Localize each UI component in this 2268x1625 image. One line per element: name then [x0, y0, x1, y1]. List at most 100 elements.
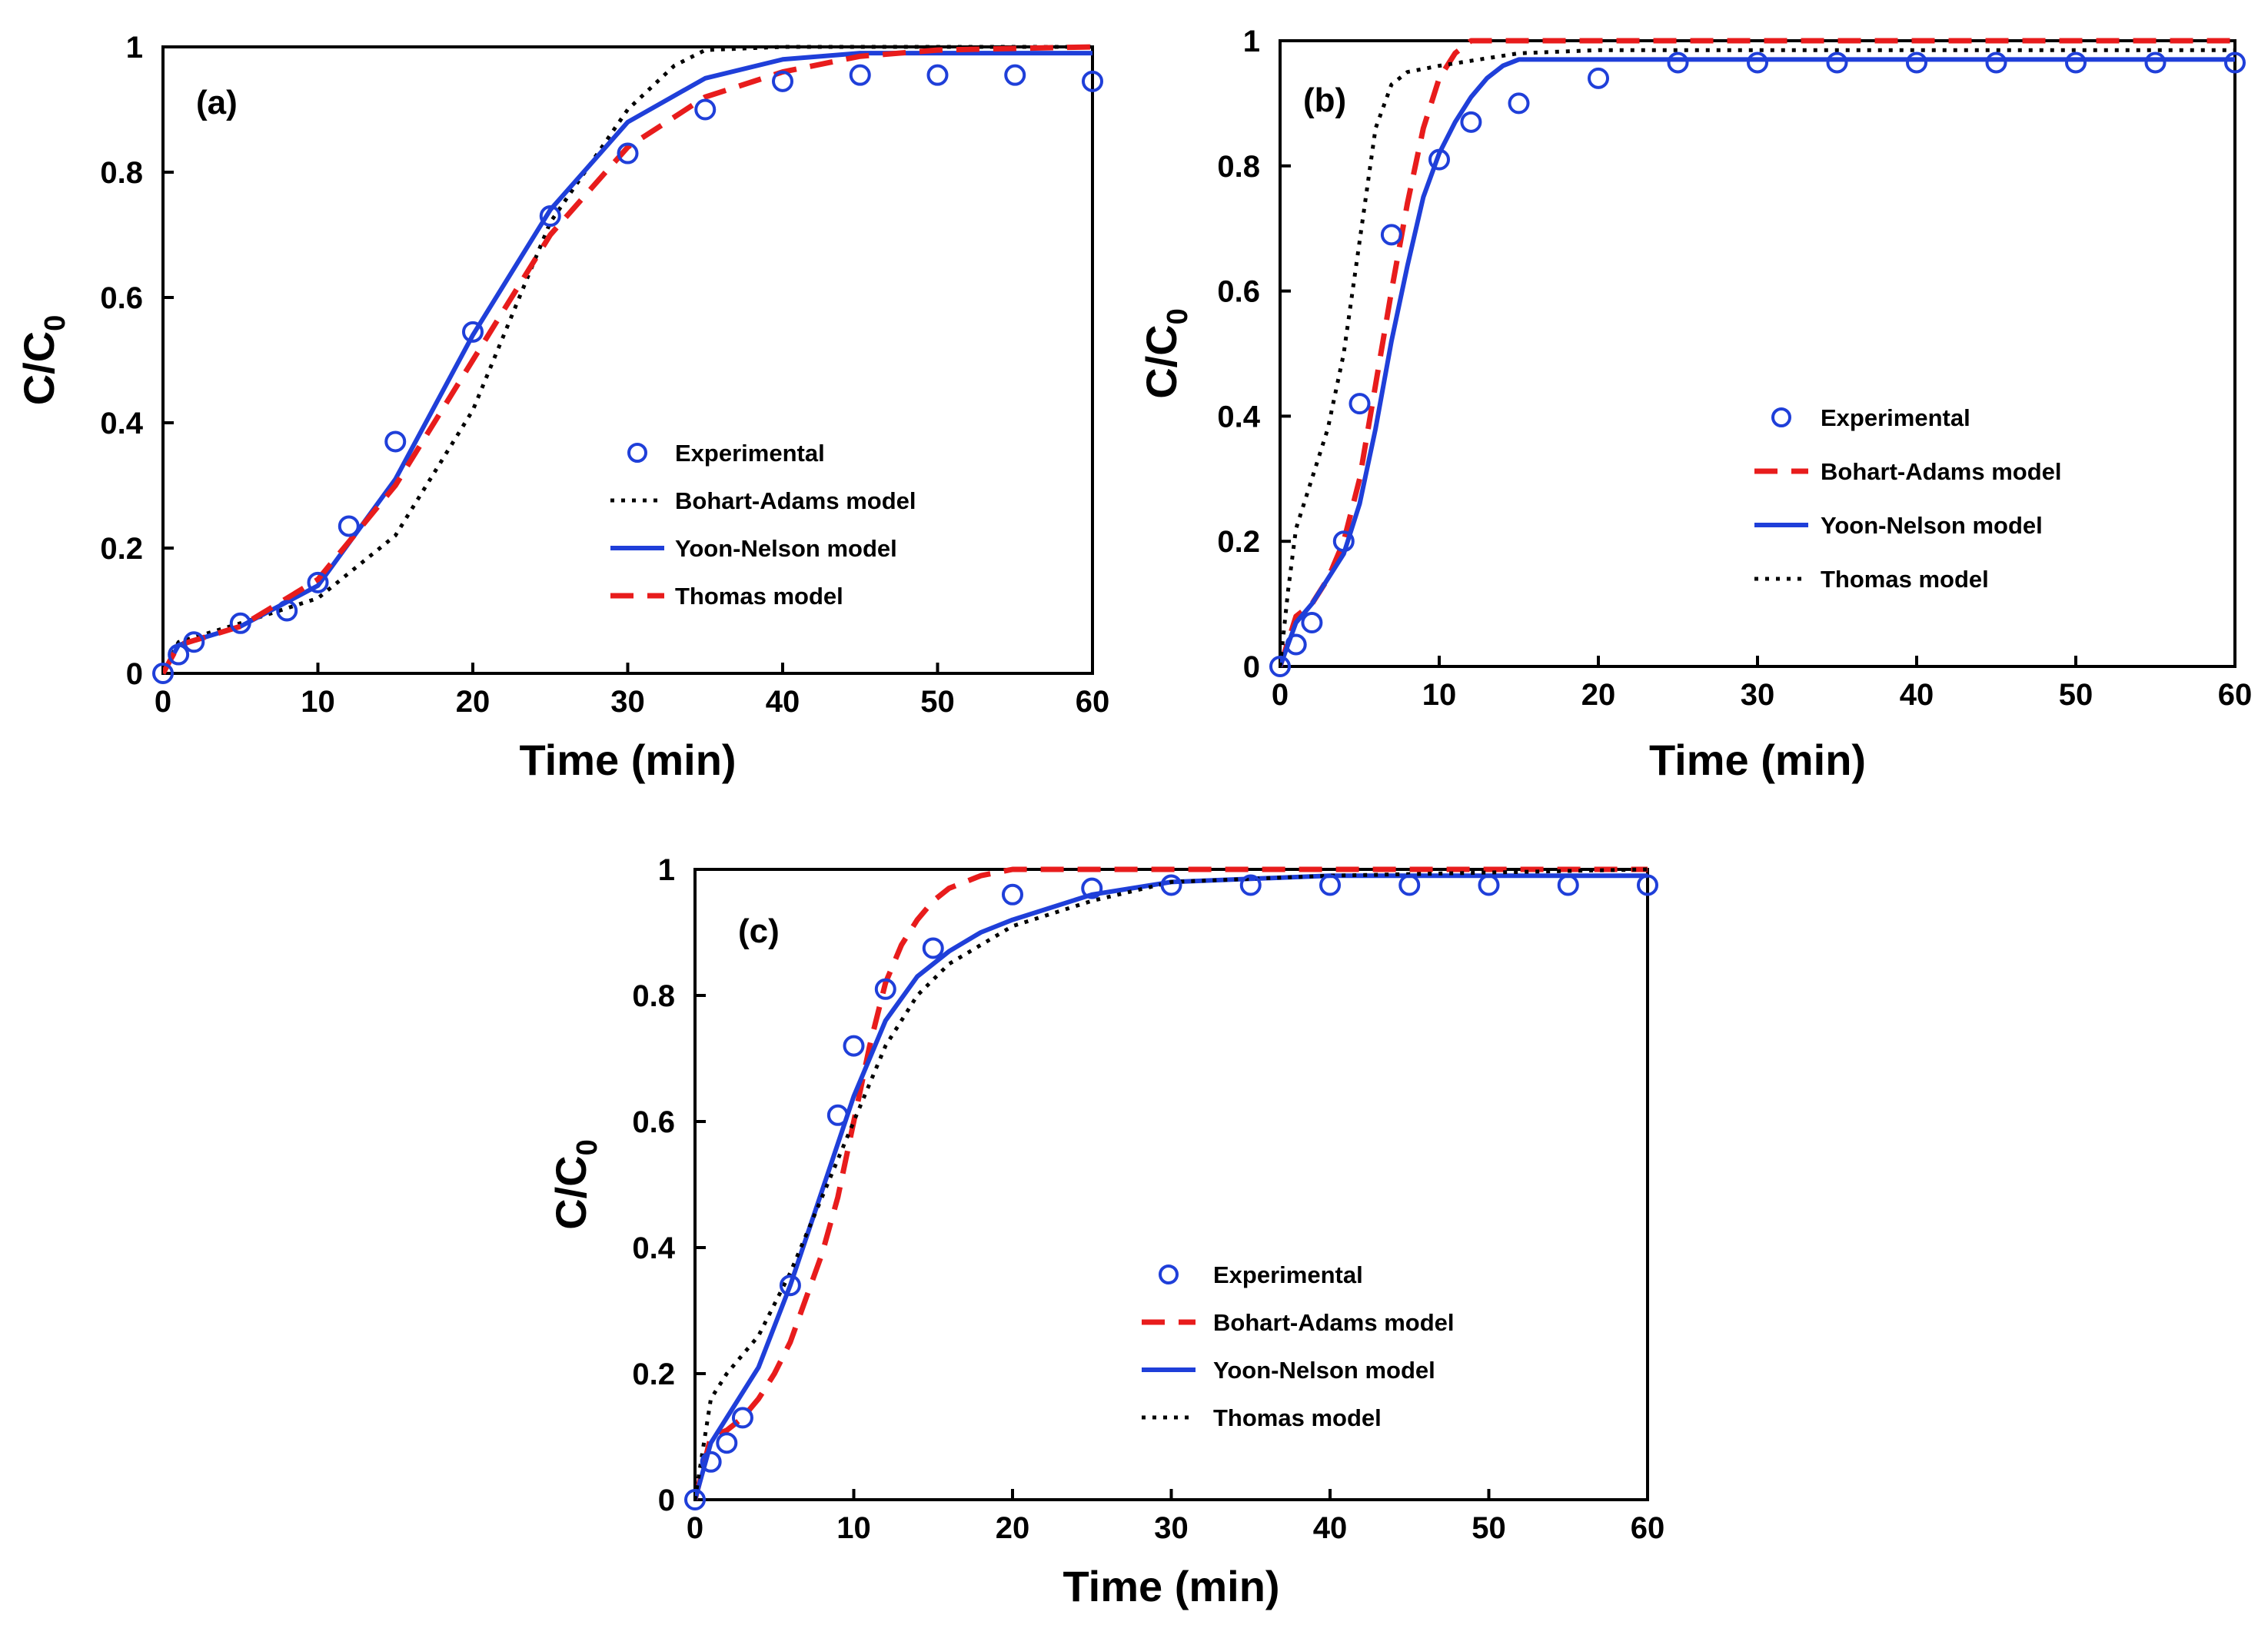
x-axis-label: Time (min) — [1063, 1562, 1279, 1610]
y-axis-label-subscript: 0 — [1162, 308, 1194, 324]
data-point — [1348, 393, 1371, 415]
data-point — [384, 430, 407, 453]
y-tick-label: 0.4 — [632, 1231, 675, 1265]
data-point — [1508, 92, 1530, 115]
legend: Experimental Bohart-Adams model Yoon-Nelso… — [610, 440, 916, 610]
panel-label: (b) — [1303, 81, 1346, 119]
y-axis-label-subscript: 0 — [39, 315, 71, 331]
series-line-thomas-model — [1280, 48, 2235, 667]
data-point — [2144, 52, 2167, 74]
chart-panel-b: 0 10 20 30 40 50 60 0 0.2 0.4 0.6 0.8 1 Time (min) C/C… — [1137, 25, 2252, 784]
y-tick-label: 0.6 — [1217, 275, 1260, 309]
series-line-bohart-adams-model — [163, 45, 1092, 675]
data-point — [1747, 52, 1768, 74]
y-axis-label-main: C/C — [15, 331, 63, 405]
data-point — [462, 321, 484, 343]
panel-label: (c) — [738, 912, 780, 950]
data-point — [1319, 874, 1341, 896]
chart-panel-c: 0 10 20 30 40 50 60 0 0.2 0.4 0.6 0.8 1 Time (min) C/C… — [547, 853, 1664, 1610]
data-point — [1081, 877, 1103, 899]
data-point — [849, 64, 871, 86]
y-tick-label: 0.6 — [632, 1105, 675, 1139]
y-tick-label: 0 — [1243, 650, 1260, 684]
y-tick-label: 0.4 — [100, 407, 143, 440]
y-axis-label-main: C/C — [547, 1155, 595, 1229]
data-point — [1985, 52, 2007, 74]
data-point — [338, 515, 360, 537]
data-point — [779, 1274, 801, 1297]
x-tick-label: 10 — [836, 1511, 871, 1545]
x-tick-label: 30 — [610, 685, 645, 719]
data-point — [1906, 52, 1927, 74]
data-point — [1082, 70, 1103, 92]
data-point — [716, 1432, 738, 1454]
data-point — [2224, 52, 2246, 74]
x-tick-label: 30 — [1154, 1511, 1189, 1545]
y-axis-label-main: C/C — [1137, 324, 1186, 398]
data-point — [1004, 64, 1026, 86]
chart-panel-a: 0 10 20 30 40 50 60 0 0.2 0.4 0.6 0.8 1 Time (min) C/C… — [15, 31, 1109, 784]
plot-frame — [161, 45, 1094, 675]
legend-label: Bohart-Adams model — [675, 487, 916, 514]
legend-marker — [1771, 407, 1791, 427]
data-point — [1285, 633, 1307, 656]
x-tick-label: 60 — [1076, 685, 1110, 719]
data-point — [1428, 148, 1450, 171]
plot-frame — [693, 868, 1649, 1501]
data-point — [772, 70, 793, 92]
legend-label: Yoon-Nelson model — [1821, 512, 2043, 539]
data-point — [1269, 656, 1291, 677]
data-point — [1301, 612, 1323, 634]
legend-label: Experimental — [1821, 404, 1970, 431]
x-tick-label: 20 — [456, 685, 491, 719]
x-tick-label: 40 — [1313, 1511, 1348, 1545]
data-point — [1398, 874, 1421, 896]
x-axis-label: Time (min) — [1649, 736, 1866, 784]
data-point — [922, 937, 944, 959]
y-axis-label: C/C0 — [547, 1139, 604, 1230]
legend: Experimental Bohart-Adams model Yoon-Nelso… — [1754, 404, 2061, 593]
data-point — [843, 1035, 865, 1057]
data-point — [183, 631, 205, 653]
data-point — [617, 142, 639, 164]
series-line-thomas-model — [163, 44, 1092, 675]
x-tick-label: 20 — [1581, 678, 1616, 712]
data-point — [276, 600, 298, 622]
y-tick-label: 1 — [126, 31, 143, 65]
x-tick-label: 50 — [920, 685, 955, 719]
y-tick-label: 1 — [1243, 25, 1260, 58]
y-tick-label: 0.8 — [1217, 150, 1260, 184]
legend-label: Bohart-Adams model — [1213, 1309, 1454, 1336]
x-tick-label: 40 — [766, 685, 800, 719]
data-point — [1380, 224, 1402, 246]
y-axis-label-subscript: 0 — [571, 1139, 604, 1155]
legend: Experimental Bohart-Adams model Yoon-Nelso… — [1142, 1261, 1454, 1431]
y-axis-label: C/C0 — [15, 315, 71, 406]
data-point — [1667, 52, 1689, 74]
y-tick-label: 0.8 — [632, 979, 675, 1013]
x-tick-label: 10 — [1422, 678, 1457, 712]
data-point — [1478, 874, 1500, 896]
legend-label: Thomas model — [675, 583, 843, 610]
data-point — [926, 64, 949, 86]
x-tick-label: 50 — [2059, 678, 2093, 712]
legend-label: Thomas model — [1213, 1404, 1382, 1431]
data-point — [1557, 874, 1579, 896]
series-line-yoon-nelson-model — [695, 873, 1648, 1500]
x-tick-label: 60 — [2218, 678, 2253, 712]
data-point — [152, 663, 174, 684]
legend-label: Yoon-Nelson model — [675, 535, 897, 562]
data-point — [1332, 530, 1355, 553]
data-point — [1160, 874, 1182, 896]
x-tick-label: 0 — [1272, 678, 1289, 712]
y-tick-label: 0 — [658, 1484, 675, 1517]
data-point — [539, 205, 561, 228]
legend-label: Experimental — [675, 440, 825, 467]
data-point — [700, 1451, 722, 1473]
y-tick-label: 1 — [658, 853, 675, 887]
y-axis-label: C/C0 — [1137, 308, 1194, 399]
data-point — [229, 612, 251, 634]
y-tick-label: 0.6 — [100, 281, 143, 315]
series-line-yoon-nelson-model — [1280, 57, 2235, 668]
